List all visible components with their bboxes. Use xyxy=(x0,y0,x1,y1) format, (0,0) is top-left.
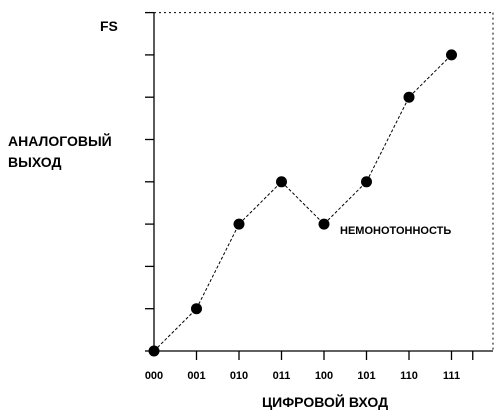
data-point xyxy=(361,176,372,188)
y-axis-label-line2: ВЫХОД xyxy=(8,154,61,170)
transfer-curve xyxy=(153,54,452,352)
data-points xyxy=(148,49,457,357)
x-ticks: 000 001 010 011 100 101 110 111 xyxy=(145,351,474,382)
data-point xyxy=(148,345,160,357)
x-tick-label: 000 xyxy=(145,370,163,382)
x-tick-label: 010 xyxy=(230,370,248,382)
x-tick-label: 101 xyxy=(357,370,375,382)
data-point xyxy=(276,176,287,188)
y-axis-label-line1: АНАЛОГОВЫЙ xyxy=(8,132,112,149)
x-axis-label: ЦИФРОВОЙ ВХОД xyxy=(262,393,388,410)
x-tick-label: 100 xyxy=(315,370,333,382)
x-tick-label: 001 xyxy=(187,370,205,382)
plot-frame xyxy=(153,12,494,352)
data-point xyxy=(403,91,415,103)
y-top-label: FS xyxy=(100,18,118,34)
x-tick-label: 011 xyxy=(273,370,291,382)
data-point xyxy=(191,303,202,315)
x-tick-label: 110 xyxy=(400,370,418,382)
annotation-nonmonotonic: НЕМОНОТОННОСТЬ xyxy=(340,225,451,237)
data-point xyxy=(446,49,457,61)
series-line xyxy=(153,54,452,352)
data-point xyxy=(318,218,330,230)
y-ticks xyxy=(145,11,154,352)
data-point xyxy=(233,218,245,230)
x-tick-label: 111 xyxy=(443,370,460,382)
